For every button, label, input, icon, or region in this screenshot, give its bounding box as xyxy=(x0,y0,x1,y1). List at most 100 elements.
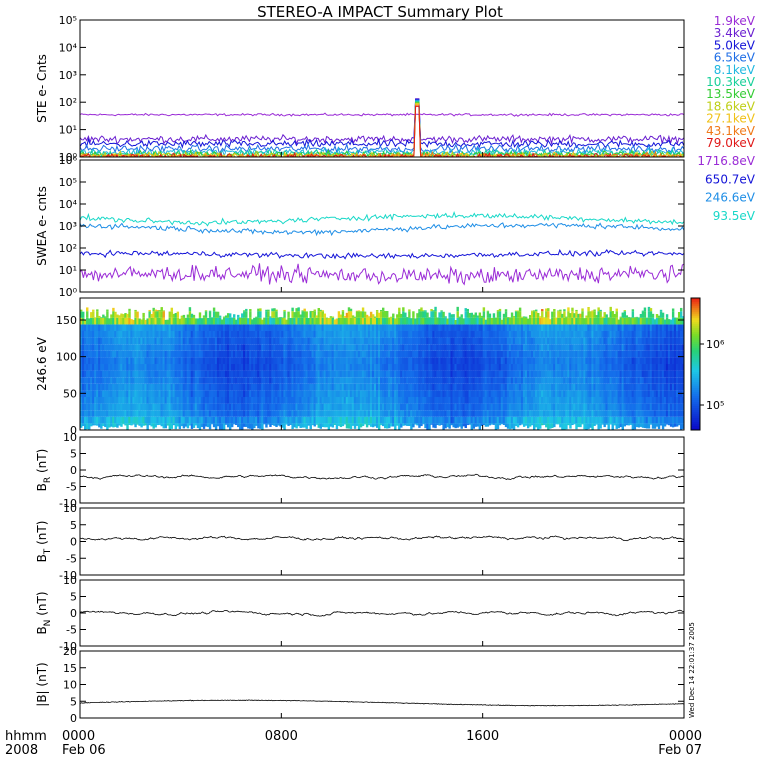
spectrogram-cell xyxy=(218,403,222,411)
spectrogram-cell xyxy=(522,390,526,397)
spectrogram-cell xyxy=(541,337,544,345)
spectrogram-cell xyxy=(333,331,337,338)
spectrogram-cell xyxy=(212,337,216,345)
spectrogram-cell xyxy=(168,423,171,430)
spectrogram-cell xyxy=(355,423,359,426)
spectrogram-cell xyxy=(386,383,389,391)
spectrogram-cell xyxy=(96,324,99,331)
spectrogram-cell xyxy=(335,324,339,331)
spectrogram-cell xyxy=(516,311,520,318)
spectrogram-cell xyxy=(337,324,341,331)
spectrogram-cell xyxy=(496,423,500,430)
spectrogram-cell xyxy=(392,364,395,371)
spectrogram-cell xyxy=(180,331,184,338)
spectrogram-cell xyxy=(249,331,252,338)
spectrogram-cell xyxy=(541,416,544,424)
spectrogram-cell xyxy=(224,383,228,391)
spectrogram-cell xyxy=(164,357,167,364)
spectrogram-cell xyxy=(490,377,494,384)
spectrogram-cell xyxy=(231,337,234,345)
spectrogram-cell xyxy=(277,370,280,378)
spectrogram-cell xyxy=(305,311,308,318)
spectrogram-cell xyxy=(80,309,83,312)
spectrogram-cell xyxy=(375,324,379,331)
series-line-79.0keV xyxy=(80,105,683,157)
spectrogram-cell xyxy=(524,403,528,411)
spectrogram-cell xyxy=(599,370,602,378)
spectrogram-cell xyxy=(524,383,528,391)
spectrogram-cell xyxy=(178,403,182,411)
spectrogram-cell xyxy=(444,357,447,364)
spectrogram-cell xyxy=(200,390,204,397)
spectrogram-cell xyxy=(496,397,500,404)
spectrogram-cell xyxy=(235,331,238,338)
spectrogram-cell xyxy=(490,370,494,378)
spectrogram-cell xyxy=(124,377,127,384)
spectrogram-cell xyxy=(363,331,367,338)
spectrogram-cell xyxy=(490,350,494,358)
spectrogram-cell xyxy=(295,344,298,351)
spectrogram-cell xyxy=(309,311,312,318)
spectrogram-cell xyxy=(541,403,544,411)
spectrogram-cell xyxy=(480,416,484,424)
spectrogram-cell xyxy=(283,344,286,351)
spectrogram-cell xyxy=(347,307,351,312)
spectrogram-cell xyxy=(418,397,421,404)
spectrogram-cell xyxy=(430,397,433,404)
spectrogram-cell xyxy=(377,423,381,430)
spectrogram-cell xyxy=(231,350,234,358)
spectrogram-cell xyxy=(200,357,204,364)
spectrogram-cell xyxy=(541,344,544,351)
spectrogram-cell xyxy=(196,337,200,345)
spectrogram-cell xyxy=(551,416,554,424)
spectrogram-cell xyxy=(343,357,347,364)
spectrogram-cell xyxy=(410,383,413,391)
spectrogram-cell xyxy=(353,410,357,417)
spectrogram-cell xyxy=(279,383,282,391)
spectrogram-cell xyxy=(428,390,431,397)
spectrogram-cell xyxy=(530,317,534,325)
spectrogram-cell xyxy=(623,410,627,417)
spectrogram-cell xyxy=(208,310,212,312)
spectrogram-cell xyxy=(375,350,379,358)
spectrogram-cell xyxy=(122,403,125,411)
spectrogram-cell xyxy=(530,364,534,371)
spectrogram-cell xyxy=(120,390,123,397)
spectrogram-cell xyxy=(571,370,574,378)
spectrogram-cell xyxy=(237,423,240,428)
spectrogram-cell xyxy=(289,337,292,345)
spectrogram-cell xyxy=(311,331,314,338)
spectrogram-cell xyxy=(184,370,188,378)
spectrogram-cell xyxy=(474,312,478,318)
spectrogram-cell xyxy=(573,397,576,404)
spectrogram-cell xyxy=(545,377,548,384)
spectrogram-cell xyxy=(577,416,580,424)
spectrogram-cell xyxy=(359,324,363,331)
spectrogram-cell xyxy=(325,390,329,397)
spectrogram-cell xyxy=(102,377,105,384)
spectrogram-cell xyxy=(331,337,335,345)
spectrogram-cell xyxy=(194,403,198,411)
spectrogram-cell xyxy=(208,403,212,411)
spectrogram-cell xyxy=(231,364,234,371)
spectrogram-cell xyxy=(416,377,419,384)
spectrogram-cell xyxy=(440,357,443,364)
spectrogram-cell xyxy=(347,397,351,404)
spectrogram-cell xyxy=(184,383,188,391)
spectrogram-cell xyxy=(102,416,105,424)
spectrogram-cell xyxy=(583,337,586,345)
spectrogram-cell xyxy=(291,423,294,430)
spectrogram-cell xyxy=(228,410,232,417)
spectrogram-cell xyxy=(601,410,604,417)
spectrogram-cell xyxy=(522,350,526,358)
spectrogram-cell xyxy=(275,423,278,428)
spectrogram-cell xyxy=(448,344,451,351)
spectrogram-cell xyxy=(593,350,596,358)
spectrogram-cell xyxy=(589,390,592,397)
spectrogram-cell xyxy=(466,383,469,391)
spectrogram-cell xyxy=(605,317,608,325)
spectrogram-cell xyxy=(335,416,339,424)
spectrogram-cell xyxy=(269,397,272,404)
spectrogram-cell xyxy=(98,416,101,424)
